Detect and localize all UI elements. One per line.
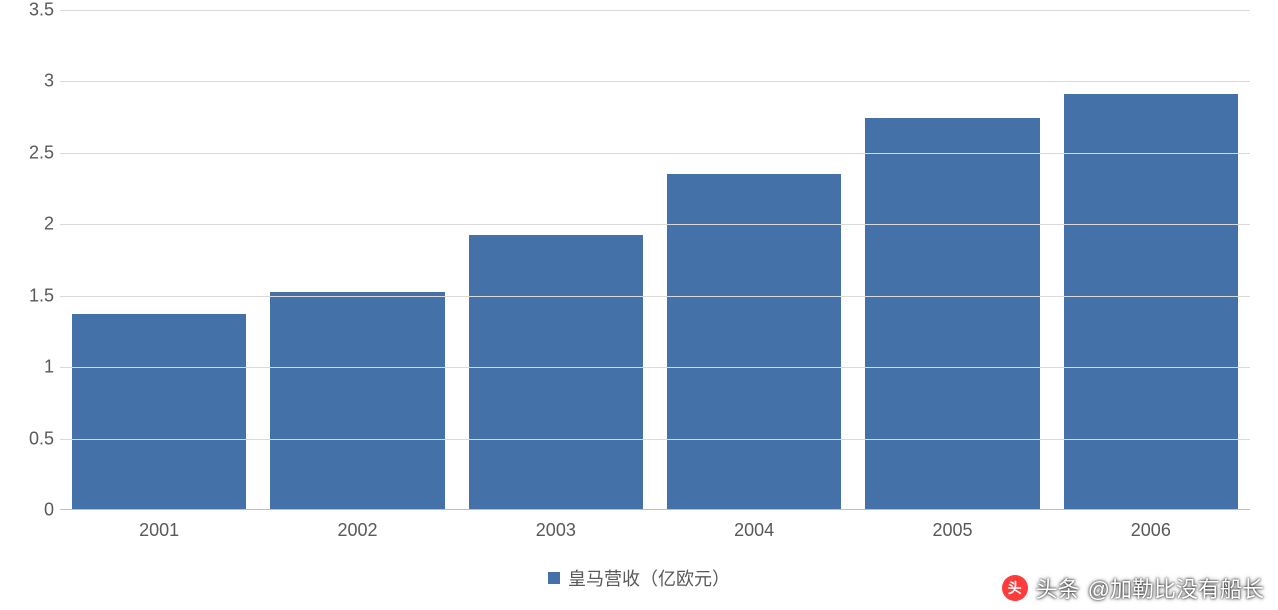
legend-swatch bbox=[548, 572, 560, 584]
bar bbox=[72, 314, 247, 509]
x-tick-label: 2001 bbox=[60, 520, 258, 541]
y-tick-label: 2 bbox=[4, 214, 54, 235]
bar-slot bbox=[457, 10, 655, 509]
gridline bbox=[60, 81, 1250, 82]
x-tick-label: 2006 bbox=[1052, 520, 1250, 541]
x-axis-labels: 200120022003200420052006 bbox=[60, 520, 1250, 541]
y-tick-label: 2.5 bbox=[4, 142, 54, 163]
x-tick-label: 2004 bbox=[655, 520, 853, 541]
x-tick-label: 2002 bbox=[258, 520, 456, 541]
watermark-prefix: 头条 bbox=[1036, 572, 1080, 604]
revenue-bar-chart: 200120022003200420052006 皇马营收（亿欧元） 头 头条 … bbox=[0, 0, 1278, 610]
bar-slot bbox=[60, 10, 258, 509]
y-tick-label: 0.5 bbox=[4, 428, 54, 449]
gridline bbox=[60, 10, 1250, 11]
bar bbox=[865, 118, 1040, 509]
watermark: 头 头条 @加勒比没有船长 bbox=[1002, 572, 1264, 604]
bar-slot bbox=[655, 10, 853, 509]
bar bbox=[469, 235, 644, 509]
bars-container bbox=[60, 10, 1250, 509]
bar-slot bbox=[853, 10, 1051, 509]
bar bbox=[270, 292, 445, 509]
bar bbox=[1064, 94, 1239, 509]
y-tick-label: 3 bbox=[4, 71, 54, 92]
x-tick-label: 2003 bbox=[457, 520, 655, 541]
gridline bbox=[60, 296, 1250, 297]
gridline bbox=[60, 224, 1250, 225]
y-tick-label: 0 bbox=[4, 500, 54, 521]
y-tick-label: 3.5 bbox=[4, 0, 54, 21]
gridline bbox=[60, 367, 1250, 368]
watermark-icon: 头 bbox=[1002, 575, 1028, 601]
bar-slot bbox=[258, 10, 456, 509]
legend-label: 皇马营收（亿欧元） bbox=[568, 565, 730, 591]
gridline bbox=[60, 153, 1250, 154]
plot-area bbox=[60, 10, 1250, 510]
y-tick-label: 1 bbox=[4, 357, 54, 378]
gridline bbox=[60, 439, 1250, 440]
bar-slot bbox=[1052, 10, 1250, 509]
y-tick-label: 1.5 bbox=[4, 285, 54, 306]
x-tick-label: 2005 bbox=[853, 520, 1051, 541]
watermark-handle: @加勒比没有船长 bbox=[1088, 572, 1264, 604]
